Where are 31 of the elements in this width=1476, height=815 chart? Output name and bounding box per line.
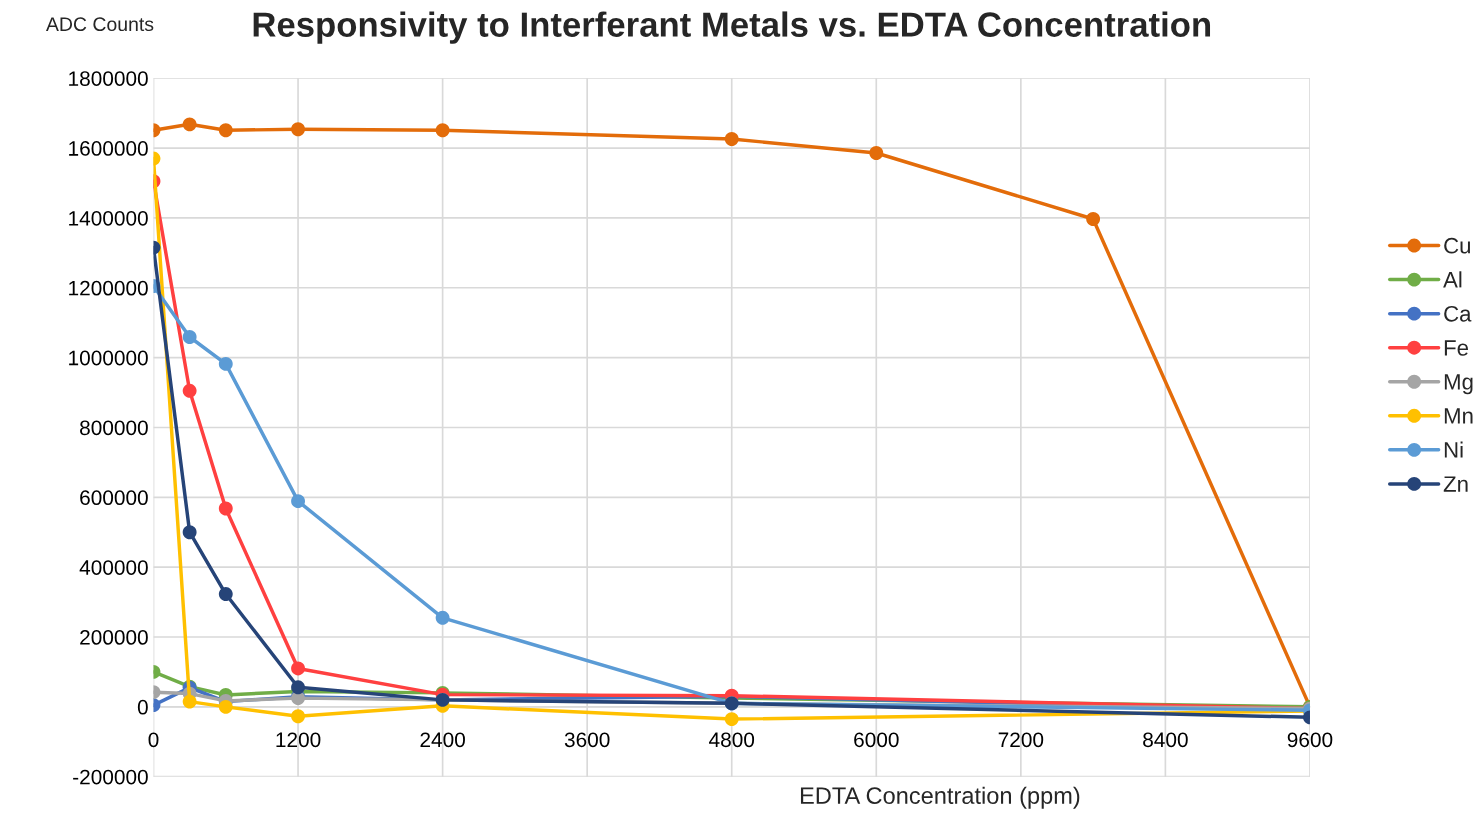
chart-title: Responsivity to Interferant Metals vs. EDTA Concentration bbox=[253, 11, 1211, 44]
x-tick-label: 1200 bbox=[276, 732, 321, 748]
y-axis-title: ADC Counts bbox=[45, 17, 154, 32]
y-tick-label: -200000 bbox=[73, 769, 148, 785]
legend-label: Fe bbox=[1444, 340, 1469, 356]
y-tick-label: 600000 bbox=[80, 490, 148, 506]
x-tick-label: 8400 bbox=[1143, 732, 1188, 748]
y-tick-label: 1600000 bbox=[69, 141, 148, 156]
legend-label: Zn bbox=[1443, 476, 1468, 492]
x-tick-label: 9600 bbox=[1287, 732, 1333, 748]
y-tick-label: 1400000 bbox=[69, 210, 148, 226]
y-tick-label: 1800000 bbox=[69, 71, 148, 86]
legend-label: Ni bbox=[1444, 441, 1463, 458]
x-tick-label: 3600 bbox=[564, 732, 610, 748]
legend-label: Al bbox=[1443, 271, 1462, 288]
legend-label: Ca bbox=[1444, 305, 1472, 322]
y-tick-label: 1000000 bbox=[69, 350, 148, 366]
x-tick-label: 2400 bbox=[420, 732, 465, 748]
legend-label: Mg bbox=[1444, 374, 1473, 395]
x-tick-label: 4800 bbox=[709, 732, 755, 748]
y-tick-label: 1200000 bbox=[69, 280, 148, 296]
x-tick-label: 7200 bbox=[998, 732, 1044, 748]
y-tick-label: 200000 bbox=[80, 630, 148, 645]
x-axis-title: EDTA Concentration (ppm) bbox=[800, 786, 1080, 809]
legend-label: Cu bbox=[1444, 237, 1470, 254]
y-tick-label: 0 bbox=[137, 699, 148, 715]
x-tick-label: 6000 bbox=[854, 732, 899, 748]
legend-label: Mn bbox=[1444, 408, 1473, 424]
x-tick-label: 0 bbox=[148, 732, 159, 748]
y-tick-label: 400000 bbox=[79, 560, 148, 575]
y-tick-label: 800000 bbox=[80, 420, 148, 436]
